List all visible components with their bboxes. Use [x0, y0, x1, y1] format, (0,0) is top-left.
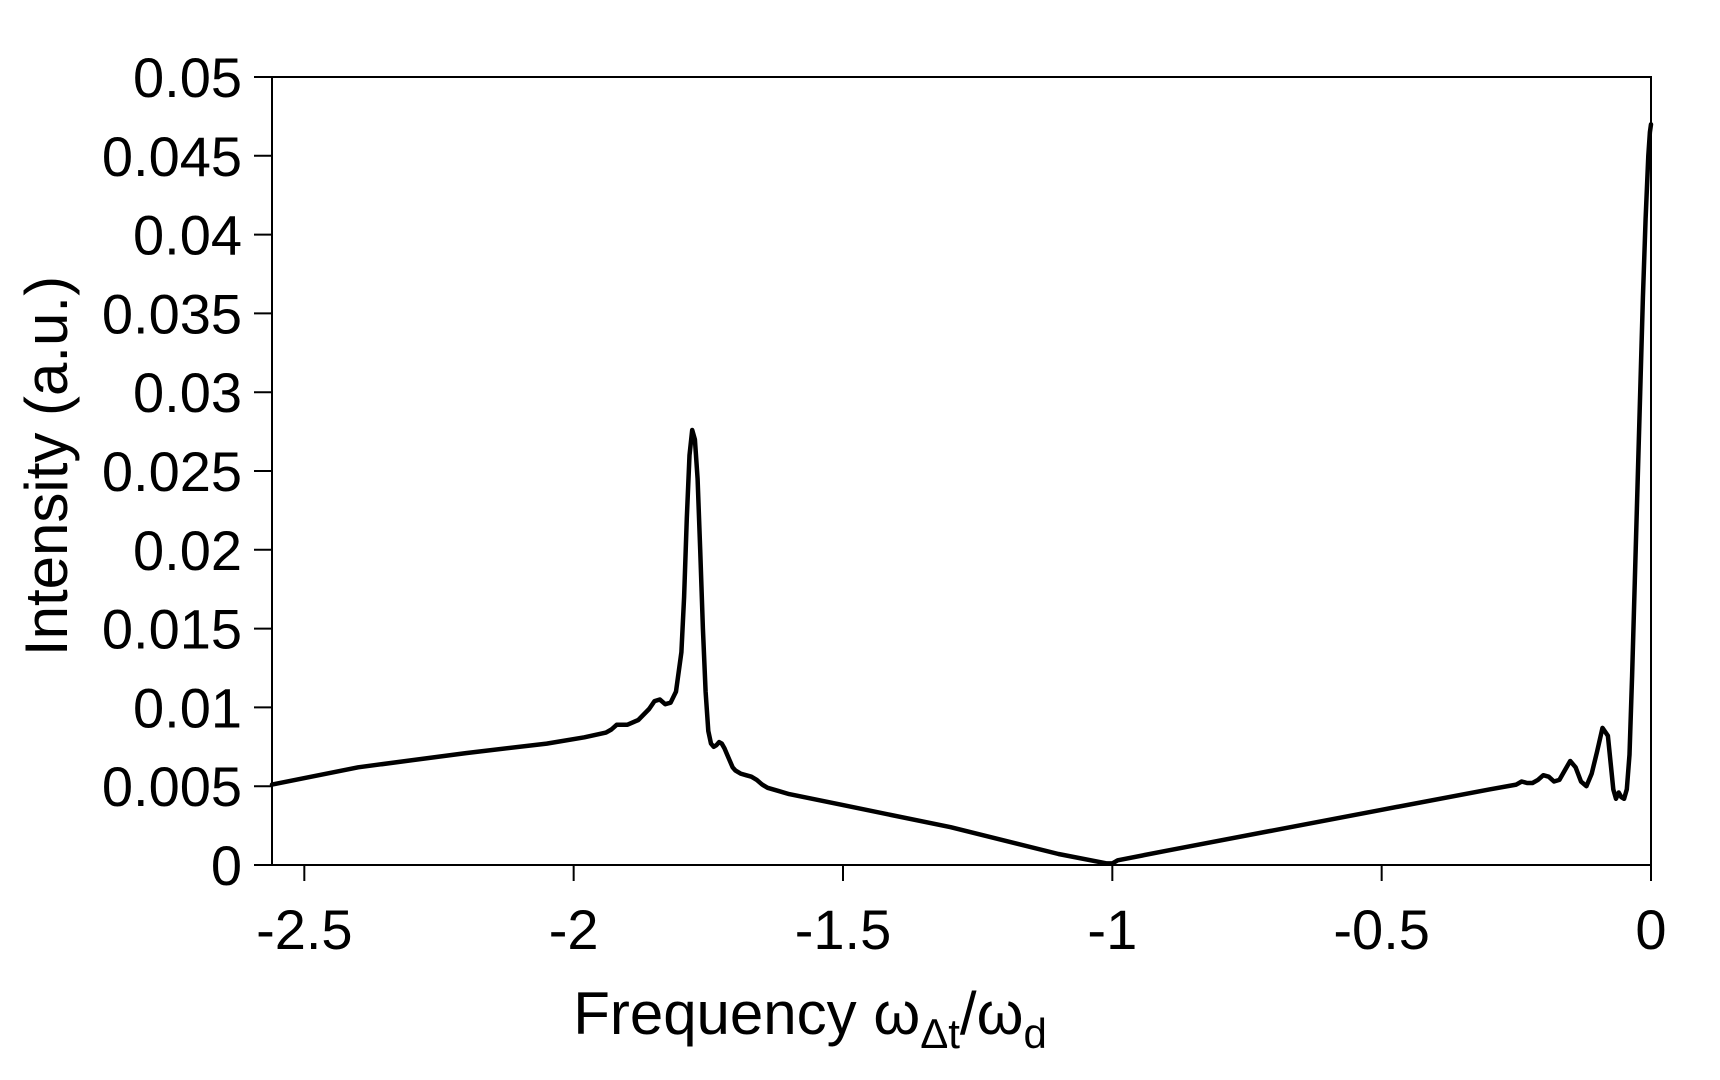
y-tick-label: 0.04 [133, 204, 242, 267]
plot-frame [271, 76, 1652, 866]
x-tick-label: -1 [1087, 898, 1137, 961]
intensity-series-line [269, 122, 1654, 866]
x-axis-ticks: -2.5 -2 -1.5 -1 -0.5 0 [256, 865, 1667, 961]
y-tick-label: 0 [211, 834, 242, 897]
y-tick-label: 0.02 [133, 519, 242, 582]
x-tick-label: -0.5 [1333, 898, 1430, 961]
plot-area [271, 76, 1652, 866]
x-axis-label-subscript-1: Δt [920, 1010, 960, 1057]
y-tick-label: 0.045 [102, 125, 242, 188]
y-tick-label: 0.01 [133, 676, 242, 739]
y-tick-label: 0.005 [102, 755, 242, 818]
x-tick-label: -2 [549, 898, 599, 961]
y-tick-label: 0.015 [102, 598, 242, 661]
y-tick-label: 0.05 [133, 46, 242, 109]
x-axis-label-subscript-2: d [1023, 1010, 1046, 1057]
x-tick-label: -1.5 [795, 898, 892, 961]
x-axis-label-mid: /ω [960, 980, 1024, 1047]
y-axis-ticks: 0 0.005 0.01 0.015 0.02 0.025 0.03 0.035 0.04 0.0… [102, 46, 272, 897]
x-axis-label: Frequency ωΔt/ωd [573, 980, 1047, 1057]
x-tick-label: 0 [1635, 898, 1666, 961]
y-axis-label: Intensity (a.u.) [13, 276, 80, 656]
y-tick-label: 0.03 [133, 361, 242, 424]
y-tick-label: 0.025 [102, 440, 242, 503]
x-axis-label-main: Frequency ω [573, 980, 920, 1047]
x-tick-label: -2.5 [256, 898, 353, 961]
y-tick-label: 0.035 [102, 282, 242, 345]
